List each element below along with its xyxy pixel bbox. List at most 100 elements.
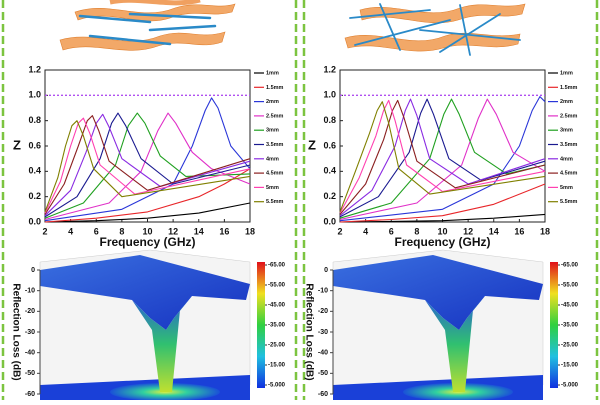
colorbar-tick-label: -45.00 — [561, 303, 579, 309]
z-tick-label: 0 — [31, 267, 35, 274]
z-tick-label: -40 — [25, 350, 35, 357]
z-tick-label: -40 — [318, 350, 328, 357]
x-tick-label: 14 — [489, 226, 499, 236]
series-line — [339, 99, 546, 215]
legend-label: 2.5mm — [560, 113, 578, 119]
legend-label: 3mm — [266, 128, 279, 134]
legend-label: 3.5mm — [266, 142, 284, 148]
x-tick-label: 2 — [42, 226, 47, 236]
colorbar-tick-label: -35.00 — [561, 323, 579, 329]
series-line — [339, 98, 546, 217]
y-tick-label: 0.4 — [28, 166, 41, 176]
series-line — [44, 112, 251, 218]
colorbar-tick-label: -25.00 — [268, 343, 286, 349]
surface-well — [425, 296, 485, 392]
y-axis-label: Z — [308, 137, 316, 152]
series-line — [44, 202, 251, 223]
colorbar-tick-label: -5.000 — [268, 383, 286, 389]
colorbar-tick-label: -65.00 — [268, 263, 286, 269]
colorbar — [550, 262, 558, 388]
colorbar-tick-label: -55.00 — [268, 283, 286, 289]
legend-label: 4.5mm — [560, 171, 578, 177]
y-tick-label: 0.0 — [28, 216, 41, 226]
colorbar-tick-label: -35.00 — [268, 323, 286, 329]
y-tick-label: 0.0 — [323, 216, 336, 226]
x-tick-label: 12 — [168, 226, 178, 236]
surface-plot — [332, 249, 544, 401]
series-line — [339, 98, 546, 218]
series-line — [44, 168, 251, 223]
surface-well — [132, 296, 192, 392]
legend-label: 5mm — [266, 185, 279, 191]
legend-label: 3.5mm — [560, 142, 578, 148]
colorbar-tick-label: -45.00 — [268, 303, 286, 309]
surface-top — [333, 255, 543, 330]
series-line — [339, 98, 546, 219]
z-tick-label: -50 — [25, 370, 35, 377]
y-tick-label: 1.2 — [28, 64, 41, 74]
z-tick-label: -20 — [318, 308, 328, 315]
colorbar-tick-label: -15.00 — [561, 363, 579, 369]
series-line — [339, 98, 546, 221]
x-tick-label: 8 — [414, 226, 419, 236]
z-tick-label: -50 — [318, 370, 328, 377]
legend-label: 1.5mm — [560, 85, 578, 91]
x-tick-label: 10 — [437, 226, 447, 236]
x-tick-label: 18 — [245, 226, 255, 236]
x-axis-label: Frequency (GHz) — [99, 235, 195, 249]
legend-label: 5mm — [560, 185, 573, 191]
z-tick-label: -30 — [25, 329, 35, 336]
schematic-right — [344, 3, 526, 56]
y-tick-label: 1.0 — [323, 90, 336, 100]
legend-label: 1.5mm — [266, 85, 284, 91]
colorbar-tick-label: -15.00 — [268, 363, 286, 369]
series-line — [339, 99, 546, 214]
legend-label: 4.5mm — [266, 171, 284, 177]
z-tick-label: -60 — [25, 391, 35, 398]
z-tick-label: -10 — [318, 288, 328, 295]
legend-label: 1mm — [266, 70, 279, 76]
y-tick-label: 0.2 — [323, 191, 336, 201]
x-tick-label: 16 — [219, 226, 229, 236]
z-tick-label: -10 — [25, 288, 35, 295]
y-tick-label: 0.2 — [28, 191, 41, 201]
y-tick-label: 0.8 — [28, 115, 41, 125]
plot-frame — [44, 69, 251, 223]
colorbar-tick-label: -25.00 — [561, 343, 579, 349]
x-tick-label: 18 — [540, 226, 550, 236]
x-tick-label: 16 — [514, 226, 524, 236]
z-tick-label: 0 — [324, 267, 328, 274]
colorbar-tick-label: -55.00 — [561, 283, 579, 289]
x-tick-label: 14 — [194, 226, 204, 236]
series-line — [339, 101, 546, 213]
colorbar-tick-label: -5.000 — [561, 383, 579, 389]
x-tick-label: 8 — [119, 226, 124, 236]
legend-label: 1mm — [560, 70, 573, 76]
legend-label: 2.5mm — [266, 113, 284, 119]
legend-label: 5.5mm — [266, 199, 284, 205]
legend-label: 4mm — [266, 156, 279, 162]
series-line — [44, 120, 251, 213]
x-tick-label: 12 — [463, 226, 473, 236]
y-tick-label: 0.6 — [323, 140, 336, 150]
x-tick-label: 6 — [389, 226, 394, 236]
legend-label: 2mm — [560, 99, 573, 105]
series-line — [44, 113, 251, 217]
plot-frame — [339, 69, 546, 223]
legend-label: 3mm — [560, 128, 573, 134]
z-tick-label: -30 — [318, 329, 328, 336]
x-tick-label: 4 — [68, 226, 73, 236]
z-tick-label: -60 — [318, 391, 328, 398]
series-line — [339, 183, 546, 223]
surface-top — [40, 255, 250, 330]
surface-plot — [39, 249, 251, 401]
x-tick-label: 10 — [142, 226, 152, 236]
legend-label: 4mm — [560, 156, 573, 162]
z-axis-label: Reflection Loss (dB) — [303, 283, 314, 380]
z-axis-label: Reflection Loss (dB) — [10, 283, 21, 380]
x-tick-label: 6 — [94, 226, 99, 236]
y-tick-label: 0.4 — [323, 166, 336, 176]
